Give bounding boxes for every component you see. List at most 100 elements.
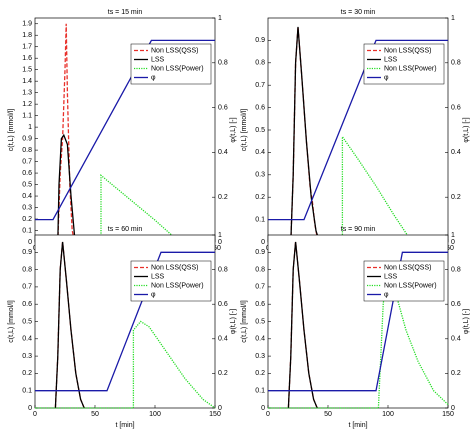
legend-label: Non LSS(Power) [384,282,437,289]
series-line [268,264,449,409]
y2-tick-label: 0.6 [451,301,461,308]
y-tick-label: 0.1 [22,388,32,395]
y-tick-label: 1.8 [22,32,32,39]
y2-tick-label: 0.6 [218,104,228,111]
y-tick-label: 0.4 [255,149,265,156]
y-axis-label: c(t,L) [mmol/l] [8,300,15,342]
x-tick-label: 100 [149,411,161,418]
legend-label: Non LSS(QSS) [151,47,198,54]
y2-tick-label: 1 [218,15,222,22]
series-line [35,39,215,221]
y2-tick-label: 0.8 [451,266,461,273]
y-tick-label: 0.2 [255,194,265,201]
y-tick-label: 0.6 [255,104,265,111]
x-tick-label: 0 [266,411,270,418]
y-tick-label: 0.6 [22,170,32,177]
y2-tick-label: 0.2 [451,370,461,377]
y-tick-label: 1.3 [22,90,32,97]
y2-tick-label: 0.4 [451,336,461,343]
y-tick-label: 0 [28,239,32,246]
y-tick-label: 0.6 [22,301,32,308]
y-tick-label: 0.3 [22,353,32,360]
y2-tick-label: 0.2 [218,194,228,201]
y2-tick-label: 1 [218,232,222,239]
y-tick-label: 0.1 [22,227,32,234]
y2-tick-label: 0 [218,405,222,412]
x-tick-label: 50 [324,411,332,418]
y2-tick-label: 0.8 [218,266,228,273]
y-tick-label: 0.8 [255,266,265,273]
y-tick-label: 0.1 [255,388,265,395]
y-tick-label: 0.2 [22,370,32,377]
y-tick-label: 0.3 [22,204,32,211]
legend-label: φ [151,74,156,81]
y-tick-label: 1.1 [22,112,32,119]
y-tick-label: 0.4 [255,336,265,343]
x-tick-label: 0 [33,411,37,418]
y-tick-label: 0.3 [255,172,265,179]
y-tick-label: 1.5 [22,67,32,74]
y-tick-label: 0.2 [255,370,265,377]
y2-tick-label: 0.2 [218,370,228,377]
y-tick-label: 1.4 [22,78,32,85]
y-tick-label: 1.9 [22,21,32,28]
x-tick-label: 150 [209,411,221,418]
legend-label: Non LSS(Power) [151,282,204,289]
y-tick-label: 0.6 [255,301,265,308]
chart-title: ts = 60 min [108,226,143,233]
y-tick-label: 1 [28,124,32,131]
y2-tick-label: 1 [451,232,455,239]
y2-tick-label: 0.8 [218,60,228,67]
x-axis-label: t [min] [115,422,134,429]
series-line [290,26,321,243]
x-tick-label: 100 [382,411,394,418]
y-tick-label: 0.5 [22,181,32,188]
y-tick-label: 0.7 [22,158,32,165]
y-tick-label: 0.7 [255,284,265,291]
y-tick-label: 0.1 [255,216,265,223]
y-axis-label: c(t,L) [mmol/l] [8,109,15,151]
legend-label: Non LSS(Power) [151,65,204,72]
y-axis-label: c(t,L) [mmol/l] [241,109,248,151]
legend-label: LSS [151,273,165,280]
legend-label: φ [384,74,389,81]
legend-label: φ [151,291,156,298]
y-tick-label: 0.9 [22,135,32,142]
chart-title: ts = 15 min [108,9,143,16]
y2-tick-label: 0.4 [218,149,228,156]
y-tick-label: 0.8 [255,60,265,67]
y2-axis-label: φ(t,L) [-] [463,309,470,334]
y-tick-label: 0.4 [22,336,32,343]
y-tick-label: 0 [261,239,265,246]
series-line [268,251,448,392]
y-tick-label: 0.9 [255,249,265,256]
chart-title: ts = 30 min [341,9,376,16]
y-tick-label: 0.7 [22,284,32,291]
y-tick-label: 0.5 [22,318,32,325]
y2-tick-label: 0.4 [451,149,461,156]
y-tick-label: 0.8 [22,147,32,154]
x-tick-label: 50 [91,411,99,418]
series-line [57,23,76,243]
y2-axis-label: φ(t,L) [-] [230,117,237,142]
legend-label: Non LSS(QSS) [384,264,431,271]
y-tick-label: 0.9 [255,37,265,44]
y-tick-label: 0 [261,405,265,412]
y-tick-label: 0.5 [255,127,265,134]
series-line [35,251,215,392]
y-tick-label: 0.9 [22,249,32,256]
legend-label: LSS [151,56,165,63]
y2-tick-label: 1 [451,15,455,22]
y-tick-label: 0.3 [255,353,265,360]
legend-label: LSS [384,56,398,63]
y2-tick-label: 0.6 [218,301,228,308]
y2-tick-label: 0.6 [451,104,461,111]
x-axis-label: t [min] [348,422,367,429]
y-tick-label: 1.7 [22,44,32,51]
series-line [35,320,216,409]
legend-label: Non LSS(QSS) [384,47,431,54]
y2-axis-label: φ(t,L) [-] [463,117,470,142]
y2-tick-label: 0 [451,405,455,412]
y2-tick-label: 0.4 [218,336,228,343]
